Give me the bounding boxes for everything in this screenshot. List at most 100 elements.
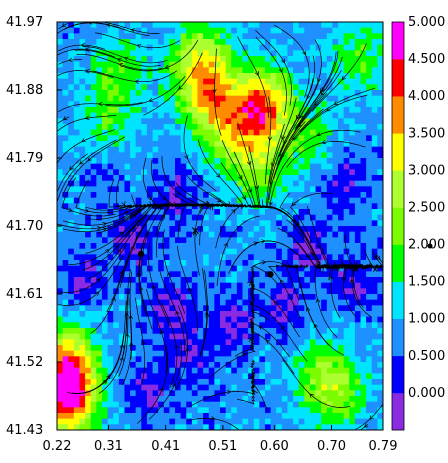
- heatmap-cell: [298, 282, 305, 289]
- heatmap-cell: [85, 345, 92, 352]
- heatmap-cell: [304, 163, 311, 170]
- heatmap-cell: [191, 67, 198, 74]
- heatmap-cell: [371, 186, 378, 193]
- heatmap-cell: [163, 322, 170, 329]
- heatmap-cell: [135, 84, 142, 91]
- heatmap-cell: [264, 129, 271, 136]
- heatmap-cell: [158, 277, 165, 284]
- heatmap-cell: [158, 231, 165, 238]
- heatmap-cell: [214, 84, 221, 91]
- heatmap-cell: [231, 78, 238, 85]
- heatmap-cell: [113, 333, 120, 340]
- heatmap-cell: [248, 101, 255, 108]
- heatmap-cell: [169, 277, 176, 284]
- heatmap-cell: [73, 197, 80, 204]
- heatmap-cell: [62, 50, 69, 57]
- heatmap-cell: [366, 112, 373, 119]
- heatmap-cell: [298, 90, 305, 97]
- streamline-arrow: [102, 222, 108, 227]
- heatmap-cell: [304, 39, 311, 46]
- heatmap-cell: [371, 350, 378, 357]
- heatmap-cell: [349, 135, 356, 142]
- heatmap-cell: [79, 396, 86, 403]
- heatmap-cell: [236, 248, 243, 255]
- heatmap-cell: [231, 322, 238, 329]
- heatmap-cell: [248, 118, 255, 125]
- heatmap-cell: [101, 384, 108, 391]
- heatmap-cell: [236, 311, 243, 318]
- heatmap-cell: [349, 141, 356, 148]
- heatmap-cell: [366, 56, 373, 63]
- heatmap-cell: [309, 418, 316, 425]
- heatmap-cell: [113, 158, 120, 165]
- heatmap-cell: [130, 328, 137, 335]
- heatmap-cell: [343, 322, 350, 329]
- heatmap-cell: [332, 345, 339, 352]
- heatmap-cell: [130, 294, 137, 301]
- streamline-arrow: [267, 136, 273, 142]
- heatmap-cell: [146, 396, 153, 403]
- heatmap-cell: [231, 271, 238, 278]
- heatmap-cell: [349, 175, 356, 182]
- heatmap-cell: [248, 95, 255, 102]
- heatmap-cell: [298, 220, 305, 227]
- heatmap-cell: [326, 78, 333, 85]
- heatmap-cell: [73, 367, 80, 374]
- heatmap-cell: [169, 333, 176, 340]
- heatmap-cell: [354, 192, 361, 199]
- heatmap-cell: [220, 209, 227, 216]
- heatmap-cell: [304, 316, 311, 323]
- heatmap-cell: [79, 158, 86, 165]
- heatmap-cell: [62, 146, 69, 153]
- heatmap-cell: [73, 33, 80, 40]
- heatmap-cell: [253, 84, 260, 91]
- heatmap-cell: [113, 129, 120, 136]
- heatmap-cell: [225, 50, 232, 57]
- heatmap-cell: [354, 322, 361, 329]
- heatmap-cell: [264, 243, 271, 250]
- heatmap-cell: [101, 277, 108, 284]
- heatmap-cell: [315, 67, 322, 74]
- heatmap-cell: [236, 407, 243, 414]
- heatmap-cell: [191, 356, 198, 363]
- heatmap-cell: [214, 50, 221, 57]
- heatmap-cell: [270, 56, 277, 63]
- heatmap-cell: [287, 107, 294, 114]
- heatmap-cell: [231, 33, 238, 40]
- heatmap-cell: [276, 254, 283, 261]
- heatmap-cell: [113, 356, 120, 363]
- heatmap-cell: [321, 413, 328, 420]
- heatmap-cell: [68, 362, 75, 369]
- heatmap-cell: [90, 129, 97, 136]
- heatmap-cell: [377, 90, 383, 97]
- heatmap-cell: [57, 175, 64, 182]
- heatmap-cell: [169, 67, 176, 74]
- heatmap-cell: [57, 226, 64, 233]
- heatmap-cell: [180, 248, 187, 255]
- heatmap-cell: [118, 350, 125, 357]
- heatmap-cell: [360, 129, 367, 136]
- heatmap-cell: [321, 362, 328, 369]
- heatmap-cell: [203, 362, 210, 369]
- heatmap-cell: [73, 424, 80, 430]
- heatmap-cell: [135, 158, 142, 165]
- heatmap-cell: [253, 135, 260, 142]
- heatmap-cell: [287, 299, 294, 306]
- heatmap-cell: [366, 22, 373, 29]
- streamline-arrow: [302, 50, 307, 56]
- heatmap-cell: [253, 418, 260, 425]
- heatmap-cell: [124, 271, 131, 278]
- heatmap-cell: [141, 158, 148, 165]
- heatmap-cell: [332, 33, 339, 40]
- streamline-arrow: [167, 272, 172, 277]
- heatmap-cell: [62, 197, 69, 204]
- heatmap-cell: [73, 373, 80, 380]
- heatmap-cell: [321, 305, 328, 312]
- heatmap-cell: [270, 322, 277, 329]
- heatmap-cell: [253, 373, 260, 380]
- heatmap-cell: [135, 118, 142, 125]
- heatmap-cell: [264, 84, 271, 91]
- heatmap-cell: [338, 39, 345, 46]
- heatmap-cell: [186, 135, 193, 142]
- heatmap-cell: [304, 33, 311, 40]
